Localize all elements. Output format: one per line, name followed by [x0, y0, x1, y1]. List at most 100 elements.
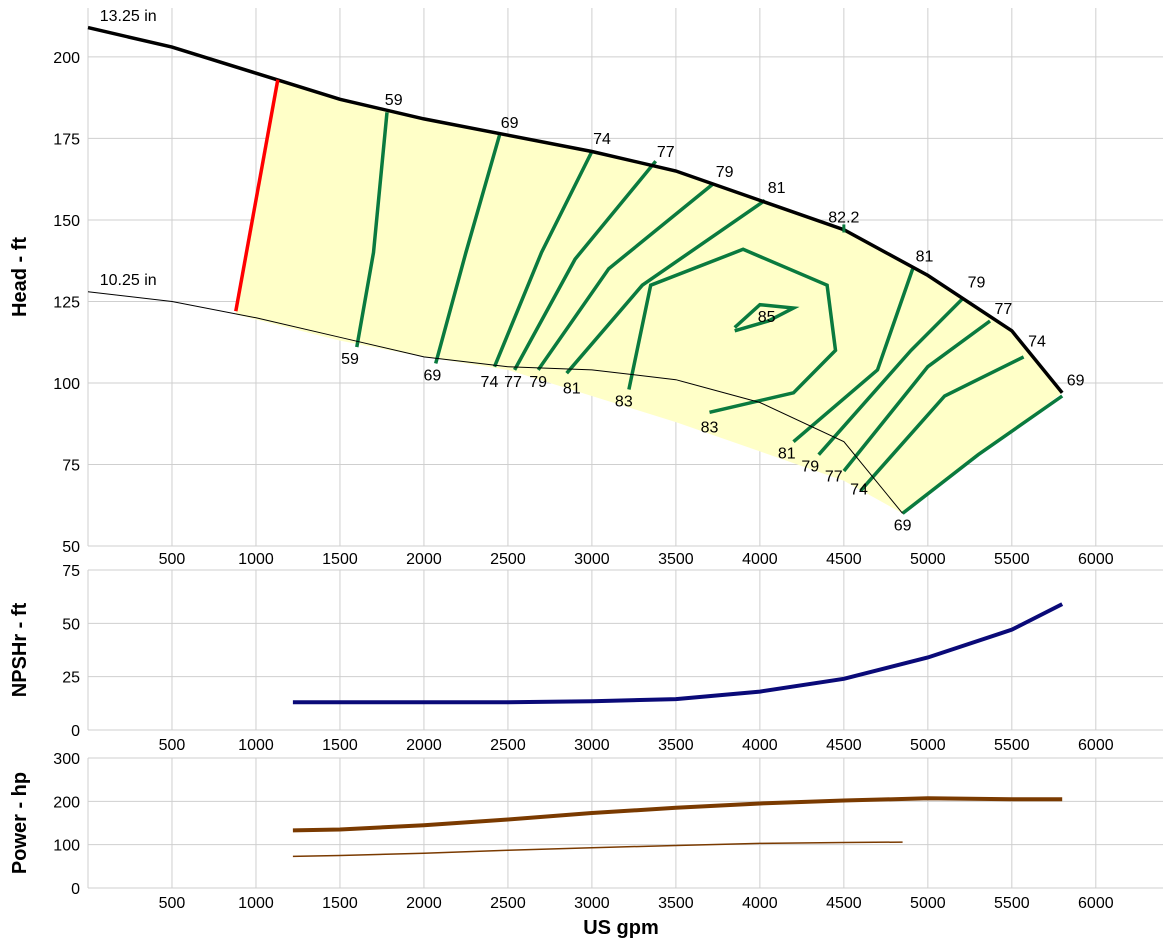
efficiency-label: 81	[768, 180, 786, 197]
x-tick-label: 5500	[994, 551, 1030, 568]
y-tick-label: 175	[53, 131, 80, 148]
x-tick-label: 2000	[406, 895, 442, 912]
x-tick-label: 1000	[238, 737, 274, 754]
x-tick-label: 2000	[406, 551, 442, 568]
efficiency-label: 81	[778, 446, 796, 463]
efficiency-label: 83	[615, 394, 633, 411]
min-flow-line	[234, 79, 280, 312]
efficiency-label: 77	[825, 469, 843, 486]
impeller-curve-min	[87, 291, 903, 514]
x-tick-label: 6000	[1078, 895, 1114, 912]
y-tick-label: 100	[53, 376, 80, 393]
x-tick-label: 5500	[994, 895, 1030, 912]
y-axis-title: Power - hp	[9, 772, 31, 874]
power-panel: 500 1000 1500 2000 2500 3000 3500 4000 4500 5000 5…	[9, 751, 1163, 912]
x-tick-label: 3500	[658, 895, 694, 912]
power-series-line	[292, 796, 1063, 833]
x-tick-label: 2500	[490, 895, 526, 912]
efficiency-label: 69	[1067, 372, 1085, 389]
efficiency-label: 59	[341, 351, 359, 368]
x-tick-label: 4500	[826, 895, 862, 912]
efficiency-label: 69	[501, 115, 519, 132]
y-tick-label: 200	[53, 794, 80, 811]
bep-label: 82.2	[828, 209, 859, 226]
efficiency-label: 77	[657, 144, 675, 161]
efficiency-curve	[536, 182, 714, 371]
head-panel: 500 1000 1500 2000 2500 3000 3500 4000 4500 5000 5…	[9, 8, 1163, 568]
x-tick-label: 6000	[1078, 737, 1114, 754]
efficiency-curve	[859, 355, 1025, 492]
x-tick-label: 500	[159, 737, 186, 754]
efficiency-label: 77	[995, 301, 1013, 318]
efficiency-label: 81	[916, 249, 934, 266]
y-tick-label: 200	[53, 50, 80, 67]
x-tick-label: 4000	[742, 895, 778, 912]
npsh-series-line	[292, 602, 1064, 705]
efficiency-curve	[792, 268, 915, 444]
y-tick-label: 0	[71, 723, 80, 740]
efficiency-label: 59	[385, 92, 403, 109]
y-tick-label: 50	[62, 616, 80, 633]
efficiency-curve	[817, 296, 965, 456]
efficiency-curve	[842, 319, 992, 473]
impeller-label-min: 10.25 in	[100, 272, 157, 289]
x-tick-label: 3500	[658, 737, 694, 754]
efficiency-curve	[513, 160, 658, 371]
y-tick-label: 100	[53, 838, 80, 855]
x-tick-label: 2500	[490, 737, 526, 754]
impeller-label-max: 13.25 in	[100, 8, 157, 25]
efficiency-curve	[434, 134, 502, 364]
npsh-panel: 500 1000 1500 2000 2500 3000 3500 4000 4500 5000 5…	[9, 563, 1163, 754]
y-axis-title: Head - ft	[9, 237, 31, 317]
x-tick-label: 500	[159, 551, 186, 568]
efficiency-curve	[565, 198, 766, 375]
y-tick-label: 50	[62, 539, 80, 556]
x-tick-label: 1000	[238, 895, 274, 912]
efficiency-label: 74	[850, 482, 868, 499]
efficiency-label: 85	[758, 309, 776, 326]
x-tick-label: 2500	[490, 551, 526, 568]
x-tick-label: 5000	[910, 895, 946, 912]
efficiency-label: 79	[801, 459, 819, 476]
x-tick-label: 6000	[1078, 551, 1114, 568]
efficiency-label: 74	[593, 131, 611, 148]
x-tick-label: 1500	[322, 551, 358, 568]
x-tick-label: 3000	[574, 737, 610, 754]
efficiency-curve	[733, 302, 800, 333]
efficiency-label: 81	[563, 380, 581, 397]
x-tick-label: 5000	[910, 737, 946, 754]
y-tick-label: 125	[53, 294, 80, 311]
efficiency-label: 74	[481, 374, 499, 391]
y-tick-label: 0	[71, 881, 80, 898]
x-tick-label: 5500	[994, 737, 1030, 754]
x-tick-label: 4000	[742, 737, 778, 754]
x-tick-label: 4500	[826, 551, 862, 568]
efficiency-label: 83	[701, 420, 719, 437]
x-axis-title: US gpm	[583, 917, 659, 939]
efficiency-label: 79	[716, 164, 734, 181]
efficiency-label: 79	[529, 374, 547, 391]
x-tick-label: 4500	[826, 737, 862, 754]
x-tick-label: 1500	[322, 895, 358, 912]
efficiency-label: 74	[1028, 333, 1046, 350]
y-tick-label: 300	[53, 751, 80, 768]
x-tick-label: 3000	[574, 895, 610, 912]
x-tick-label: 4000	[742, 551, 778, 568]
efficiency-curve	[355, 112, 389, 348]
x-tick-label: 5000	[910, 551, 946, 568]
y-axis-title: NPSHr - ft	[9, 602, 31, 697]
efficiency-curve	[627, 247, 838, 415]
x-tick-label: 2000	[406, 737, 442, 754]
efficiency-label: 69	[423, 367, 441, 384]
efficiency-curve	[492, 150, 594, 368]
x-tick-label: 3000	[574, 551, 610, 568]
x-tick-label: 500	[159, 895, 186, 912]
power-series-line	[292, 841, 903, 858]
x-tick-label: 1500	[322, 737, 358, 754]
y-tick-label: 75	[62, 457, 80, 474]
efficiency-label: 77	[504, 374, 522, 391]
y-tick-label: 150	[53, 213, 80, 230]
y-tick-label: 75	[62, 563, 80, 580]
x-tick-label: 3500	[658, 551, 694, 568]
